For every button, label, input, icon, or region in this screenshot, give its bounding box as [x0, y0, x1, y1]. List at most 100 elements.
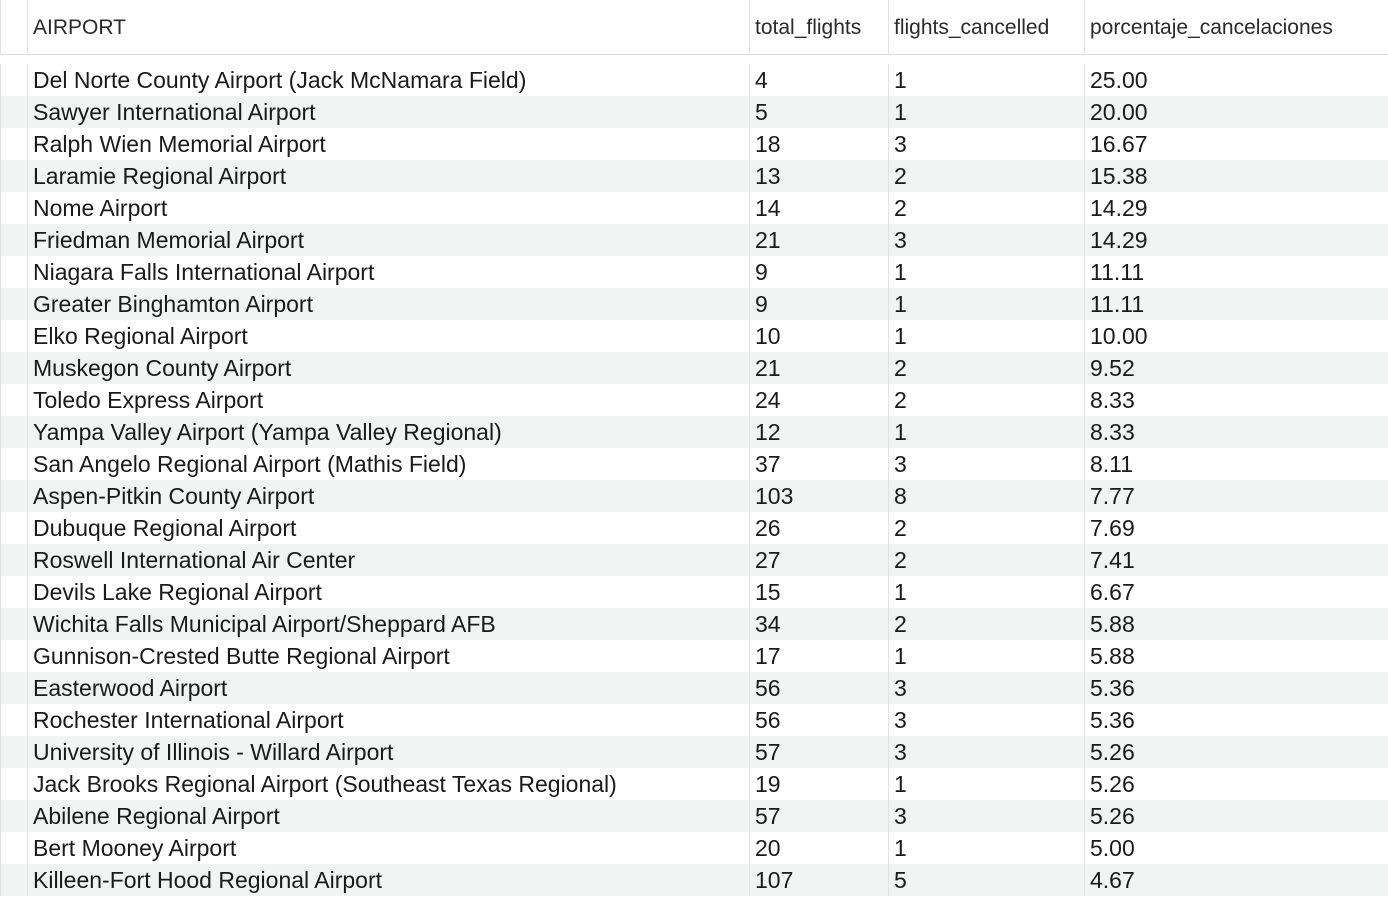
- table-row[interactable]: Greater Binghamton Airport 9 1 11.11: [0, 288, 1388, 320]
- row-gutter[interactable]: [0, 672, 27, 704]
- airport-cell[interactable]: Sawyer International Airport: [27, 96, 749, 128]
- table-row[interactable]: Rochester International Airport 56 3 5.36: [0, 704, 1388, 736]
- flights-cancelled-cell[interactable]: 1: [888, 832, 1084, 864]
- total-flights-cell[interactable]: 5: [749, 96, 888, 128]
- airport-cell[interactable]: Roswell International Air Center: [27, 544, 749, 576]
- row-gutter[interactable]: [0, 704, 27, 736]
- total-flights-cell[interactable]: 17: [749, 640, 888, 672]
- table-row[interactable]: University of Illinois - Willard Airport…: [0, 736, 1388, 768]
- total-flights-cell[interactable]: 56: [749, 672, 888, 704]
- total-flights-cell[interactable]: 107: [749, 864, 888, 896]
- porcentaje-cancelaciones-cell[interactable]: 5.26: [1084, 800, 1388, 832]
- airport-cell[interactable]: Easterwood Airport: [27, 672, 749, 704]
- table-row[interactable]: Muskegon County Airport 21 2 9.52: [0, 352, 1388, 384]
- porcentaje-cancelaciones-cell[interactable]: 15.38: [1084, 160, 1388, 192]
- table-row[interactable]: Ralph Wien Memorial Airport 18 3 16.67: [0, 128, 1388, 160]
- airport-cell[interactable]: Elko Regional Airport: [27, 320, 749, 352]
- flights-cancelled-cell[interactable]: 1: [888, 64, 1084, 96]
- airport-cell[interactable]: Del Norte County Airport (Jack McNamara …: [27, 64, 749, 96]
- table-row[interactable]: Gunnison-Crested Butte Regional Airport 1…: [0, 640, 1388, 672]
- total-flights-cell[interactable]: 13: [749, 160, 888, 192]
- total-flights-cell[interactable]: 9: [749, 256, 888, 288]
- flights-cancelled-cell[interactable]: 2: [888, 160, 1084, 192]
- row-gutter[interactable]: [0, 448, 27, 480]
- total-flights-cell[interactable]: 14: [749, 192, 888, 224]
- total-flights-cell[interactable]: 57: [749, 800, 888, 832]
- total-flights-cell[interactable]: 34: [749, 608, 888, 640]
- porcentaje-cancelaciones-cell[interactable]: 5.26: [1084, 736, 1388, 768]
- row-number-header[interactable]: [0, 0, 27, 55]
- airport-cell[interactable]: Abilene Regional Airport: [27, 800, 749, 832]
- porcentaje-cancelaciones-cell[interactable]: 11.11: [1084, 256, 1388, 288]
- airport-cell[interactable]: Niagara Falls International Airport: [27, 256, 749, 288]
- flights-cancelled-cell[interactable]: 2: [888, 192, 1084, 224]
- total-flights-cell[interactable]: 27: [749, 544, 888, 576]
- flights-cancelled-cell[interactable]: 1: [888, 768, 1084, 800]
- table-row[interactable]: Bert Mooney Airport 20 1 5.00: [0, 832, 1388, 864]
- table-row[interactable]: Wichita Falls Municipal Airport/Sheppard…: [0, 608, 1388, 640]
- airport-cell[interactable]: Laramie Regional Airport: [27, 160, 749, 192]
- porcentaje-cancelaciones-cell[interactable]: 10.00: [1084, 320, 1388, 352]
- row-gutter[interactable]: [0, 800, 27, 832]
- flights-cancelled-cell[interactable]: 3: [888, 672, 1084, 704]
- porcentaje-cancelaciones-cell[interactable]: 5.36: [1084, 672, 1388, 704]
- flights-cancelled-cell[interactable]: 5: [888, 864, 1084, 896]
- table-row[interactable]: Yampa Valley Airport (Yampa Valley Regio…: [0, 416, 1388, 448]
- row-gutter[interactable]: [0, 192, 27, 224]
- row-gutter[interactable]: [0, 768, 27, 800]
- flights-cancelled-cell[interactable]: 1: [888, 256, 1084, 288]
- table-row[interactable]: Abilene Regional Airport 57 3 5.26: [0, 800, 1388, 832]
- row-gutter[interactable]: [0, 64, 27, 96]
- flights-cancelled-cell[interactable]: 3: [888, 736, 1084, 768]
- table-row[interactable]: Sawyer International Airport 5 1 20.00: [0, 96, 1388, 128]
- airport-cell[interactable]: Nome Airport: [27, 192, 749, 224]
- porcentaje-cancelaciones-cell[interactable]: 16.67: [1084, 128, 1388, 160]
- total-flights-cell[interactable]: 26: [749, 512, 888, 544]
- airport-cell[interactable]: Bert Mooney Airport: [27, 832, 749, 864]
- column-header-flights-cancelled[interactable]: flights_cancelled: [888, 0, 1084, 55]
- flights-cancelled-cell[interactable]: 2: [888, 512, 1084, 544]
- flights-cancelled-cell[interactable]: 1: [888, 416, 1084, 448]
- row-gutter[interactable]: [0, 288, 27, 320]
- airport-cell[interactable]: Dubuque Regional Airport: [27, 512, 749, 544]
- table-row[interactable]: Laramie Regional Airport 13 2 15.38: [0, 160, 1388, 192]
- airport-cell[interactable]: Toledo Express Airport: [27, 384, 749, 416]
- row-gutter[interactable]: [0, 224, 27, 256]
- airport-cell[interactable]: Rochester International Airport: [27, 704, 749, 736]
- table-row[interactable]: San Angelo Regional Airport (Mathis Fiel…: [0, 448, 1388, 480]
- total-flights-cell[interactable]: 56: [749, 704, 888, 736]
- row-gutter[interactable]: [0, 384, 27, 416]
- column-header-porcentaje-cancelaciones[interactable]: porcentaje_cancelaciones: [1084, 0, 1388, 55]
- row-gutter[interactable]: [0, 480, 27, 512]
- airport-cell[interactable]: San Angelo Regional Airport (Mathis Fiel…: [27, 448, 749, 480]
- porcentaje-cancelaciones-cell[interactable]: 9.52: [1084, 352, 1388, 384]
- row-gutter[interactable]: [0, 512, 27, 544]
- total-flights-cell[interactable]: 57: [749, 736, 888, 768]
- airport-cell[interactable]: University of Illinois - Willard Airport: [27, 736, 749, 768]
- porcentaje-cancelaciones-cell[interactable]: 8.33: [1084, 384, 1388, 416]
- porcentaje-cancelaciones-cell[interactable]: 5.00: [1084, 832, 1388, 864]
- total-flights-cell[interactable]: 21: [749, 224, 888, 256]
- porcentaje-cancelaciones-cell[interactable]: 7.69: [1084, 512, 1388, 544]
- airport-cell[interactable]: Yampa Valley Airport (Yampa Valley Regio…: [27, 416, 749, 448]
- table-row[interactable]: Toledo Express Airport 24 2 8.33: [0, 384, 1388, 416]
- flights-cancelled-cell[interactable]: 2: [888, 544, 1084, 576]
- porcentaje-cancelaciones-cell[interactable]: 5.88: [1084, 640, 1388, 672]
- flights-cancelled-cell[interactable]: 1: [888, 576, 1084, 608]
- airport-cell[interactable]: Ralph Wien Memorial Airport: [27, 128, 749, 160]
- total-flights-cell[interactable]: 9: [749, 288, 888, 320]
- table-row[interactable]: Killeen-Fort Hood Regional Airport 107 5 4.…: [0, 864, 1388, 896]
- row-gutter[interactable]: [0, 576, 27, 608]
- flights-cancelled-cell[interactable]: 3: [888, 128, 1084, 160]
- porcentaje-cancelaciones-cell[interactable]: 5.88: [1084, 608, 1388, 640]
- flights-cancelled-cell[interactable]: 3: [888, 800, 1084, 832]
- table-row[interactable]: Roswell International Air Center 27 2 7.41: [0, 544, 1388, 576]
- porcentaje-cancelaciones-cell[interactable]: 4.67: [1084, 864, 1388, 896]
- airport-cell[interactable]: Killeen-Fort Hood Regional Airport: [27, 864, 749, 896]
- total-flights-cell[interactable]: 21: [749, 352, 888, 384]
- flights-cancelled-cell[interactable]: 1: [888, 320, 1084, 352]
- porcentaje-cancelaciones-cell[interactable]: 25.00: [1084, 64, 1388, 96]
- porcentaje-cancelaciones-cell[interactable]: 11.11: [1084, 288, 1388, 320]
- total-flights-cell[interactable]: 24: [749, 384, 888, 416]
- row-gutter[interactable]: [0, 544, 27, 576]
